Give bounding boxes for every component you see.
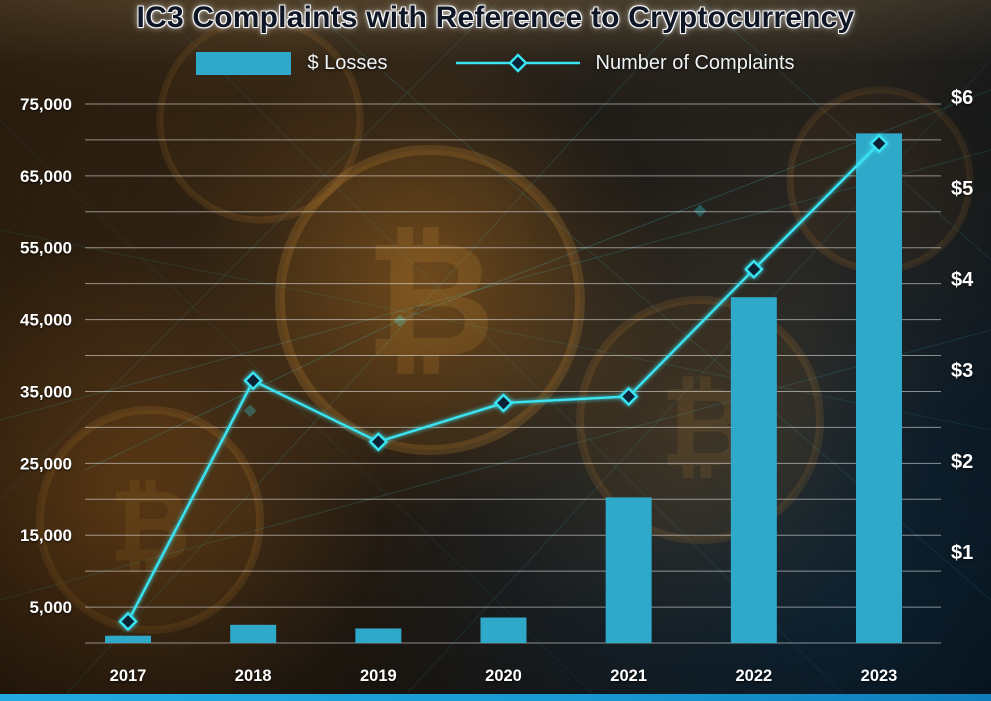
x-axis-label-2017: 2017 — [110, 667, 147, 685]
complaints-marker-2018 — [243, 370, 263, 391]
loss-bar-2019 — [355, 628, 402, 643]
complaints-marker-2022 — [744, 259, 764, 279]
left-axis-tick: 15,000 — [20, 526, 72, 545]
loss-bar-2023 — [856, 133, 903, 643]
losses-bars — [105, 133, 903, 643]
losses-legend-label: $ Losses — [307, 51, 388, 74]
loss-bar-2018 — [230, 624, 277, 643]
complaints-legend-label: Number of Complaints — [595, 51, 795, 74]
x-axis-label-2022: 2022 — [735, 667, 772, 685]
right-axis-tick: $5 — [951, 178, 973, 200]
x-axis-label-2020: 2020 — [485, 667, 522, 685]
x-axis-label-2021: 2021 — [610, 667, 647, 685]
loss-bar-2022 — [730, 297, 777, 643]
loss-bar-2020 — [480, 617, 527, 643]
gridlines — [85, 103, 941, 644]
x-axis-label-2018: 2018 — [235, 667, 272, 685]
right-axis-tick: $6 — [951, 87, 973, 109]
loss-bar-2021 — [605, 497, 652, 643]
left-axis-tick: 65,000 — [20, 167, 72, 186]
loss-bar-2017 — [105, 635, 151, 643]
complaints-marker-2021 — [618, 386, 639, 407]
complaints-marker-2023 — [869, 133, 889, 154]
complaints-marker-2017 — [118, 611, 138, 632]
chart-title: IC3 Complaints with Reference to Cryptoc… — [136, 1, 855, 34]
left-axis-tick: 55,000 — [20, 239, 72, 258]
complaints-marker-2020 — [493, 393, 514, 413]
x-axis-label-2023: 2023 — [861, 667, 898, 685]
left-axis-tick: 75,000 — [20, 95, 72, 114]
right-axis-tick: $3 — [951, 360, 973, 382]
right-axis-tick: $4 — [951, 269, 974, 291]
complaints-marker-2019 — [368, 432, 389, 452]
losses-legend-swatch — [196, 51, 292, 75]
x-axis-label-2019: 2019 — [360, 667, 397, 685]
complaints-legend-marker-icon — [455, 53, 580, 73]
legend: $ Losses Number of Complaints — [0, 50, 991, 76]
bottom-border — [0, 694, 991, 701]
right-axis-tick: $2 — [951, 451, 973, 473]
right-axis-tick: $1 — [951, 542, 973, 564]
left-axis-tick: 25,000 — [20, 454, 72, 473]
left-axis-tick: 45,000 — [20, 311, 72, 330]
left-axis-tick: 35,000 — [20, 382, 72, 401]
svg-text:₿: ₿ — [365, 210, 495, 389]
left-axis-tick: 5,000 — [29, 598, 72, 617]
